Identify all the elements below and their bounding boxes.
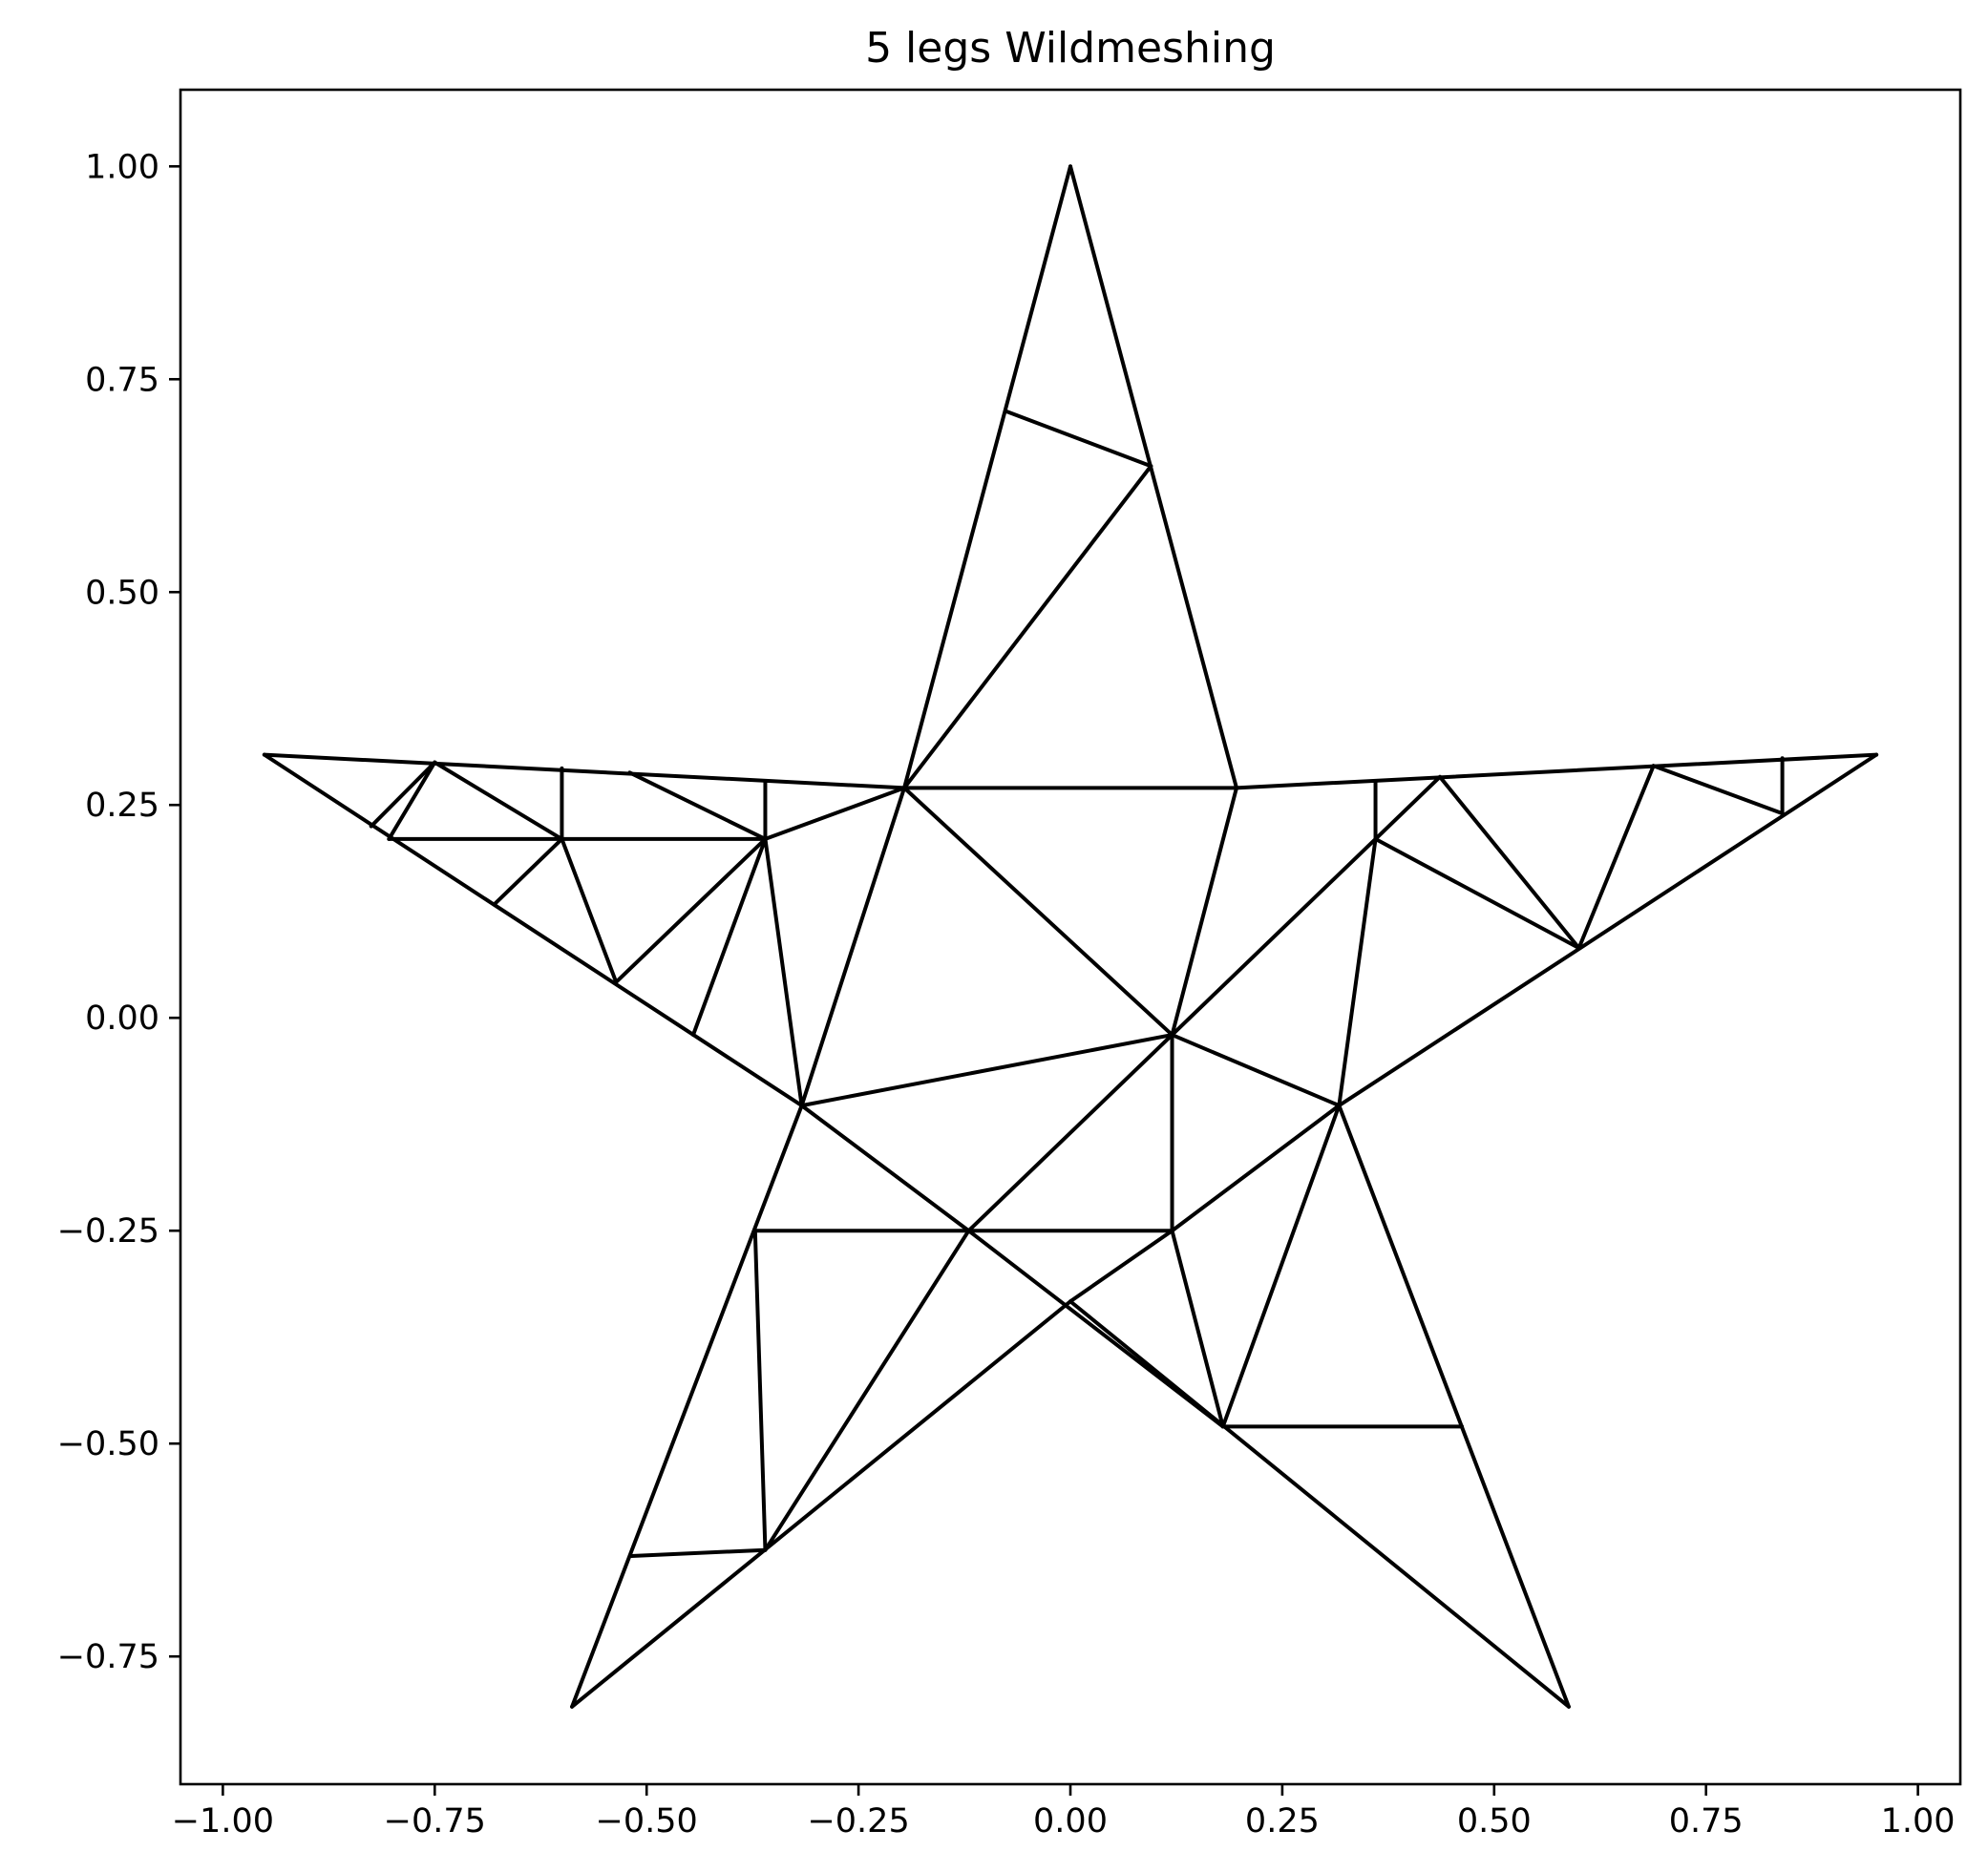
mesh-edge [1068, 164, 1238, 790]
mesh-edge [763, 786, 907, 841]
mesh-edge [262, 752, 804, 1108]
mesh-edge [1337, 752, 1879, 1108]
mesh-edge [627, 770, 768, 841]
mesh-edge [1438, 774, 1581, 951]
mesh-edge [433, 760, 564, 841]
y-tick-label: −0.50 [57, 1425, 159, 1463]
mesh-edge [262, 752, 907, 790]
y-tick-label: 0.50 [85, 574, 159, 612]
x-tick-label: 0.50 [1457, 1802, 1532, 1840]
mesh-edge [1170, 1033, 1342, 1108]
mesh-edge [752, 1229, 768, 1552]
y-tick-label: 0.75 [85, 361, 159, 399]
mesh-edge [614, 836, 768, 984]
mesh-edge [902, 164, 1072, 790]
mesh-edge [1373, 774, 1443, 841]
x-tick-label: 0.25 [1245, 1802, 1320, 1840]
x-tick-label: −0.25 [807, 1802, 909, 1840]
mesh-edge [1170, 836, 1378, 1038]
x-tick-label: −1.00 [172, 1802, 274, 1840]
mesh-edge [763, 1229, 971, 1552]
mesh-edge [369, 760, 437, 829]
chart-title: 5 legs Wildmeshing [865, 24, 1276, 73]
x-tick-label: 0.00 [1033, 1802, 1108, 1840]
mesh-edge [560, 836, 619, 984]
mesh-edge [570, 1104, 804, 1709]
mesh-edge [966, 1033, 1174, 1233]
x-tick-label: 1.00 [1881, 1802, 1956, 1840]
mesh-edge [1220, 1104, 1342, 1429]
mesh-edge [629, 1547, 768, 1558]
y-tick-label: 1.00 [85, 148, 159, 186]
y-tick-label: −0.25 [57, 1212, 159, 1251]
mesh-edge [387, 760, 437, 841]
mesh-edge [570, 1299, 1072, 1709]
mesh-edge [902, 464, 1153, 790]
mesh-edge [1170, 786, 1238, 1038]
mesh-edge [1373, 836, 1581, 951]
mesh-edge [1337, 836, 1378, 1108]
mesh-edge [1234, 752, 1879, 790]
mesh-edge [1170, 1104, 1342, 1233]
mesh-edge [799, 1104, 971, 1233]
mesh-edge [1576, 764, 1656, 951]
mesh-edge [492, 836, 564, 907]
mesh-edge [799, 1033, 1174, 1108]
x-tick-label: −0.50 [596, 1802, 698, 1840]
mesh-edge [799, 786, 907, 1108]
mesh-edges [262, 164, 1879, 1709]
y-tick-label: −0.75 [57, 1638, 159, 1676]
mesh-edge [1170, 1229, 1225, 1429]
mesh-edge [1337, 1104, 1571, 1709]
y-tick-label: 0.25 [85, 787, 159, 825]
mesh-edge [1651, 764, 1785, 816]
mesh-edge [763, 836, 804, 1108]
y-tick-label: 0.00 [85, 999, 159, 1038]
mesh-edge [691, 836, 768, 1038]
y-axis: 1.00 0.75 0.50 0.25 0.00 −0.25 −0.50 −0.75 [57, 148, 180, 1676]
x-tick-label: −0.75 [384, 1802, 486, 1840]
mesh-edge [966, 1229, 1225, 1429]
mesh-edge [902, 786, 1174, 1038]
x-axis: −1.00 −0.75 −0.50 −0.25 0.00 0.25 0.50 0.75 1.00 [172, 1784, 1956, 1840]
mesh-edge [1068, 1299, 1571, 1709]
mesh-edge [1005, 410, 1153, 469]
x-tick-label: 0.75 [1669, 1802, 1744, 1840]
mesh-edge [1068, 1229, 1174, 1304]
